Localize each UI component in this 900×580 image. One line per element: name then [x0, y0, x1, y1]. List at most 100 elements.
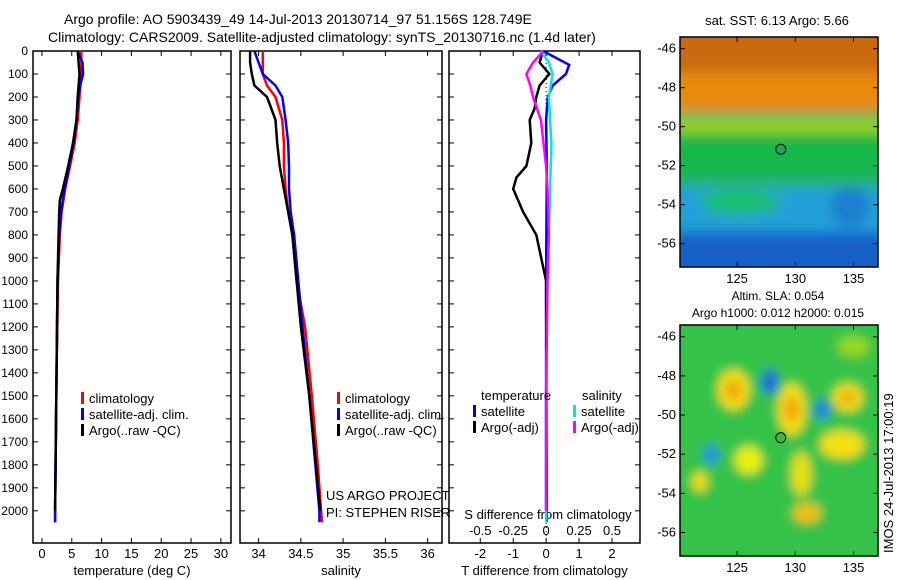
lon-tick-label: 125	[726, 271, 748, 286]
lat-tick-label: -46	[657, 329, 676, 344]
x-tick-label: 20	[154, 546, 168, 561]
salinity-profile: 34 34.5 35 35.5 36 salinity climatologysatelli…	[239, 50, 445, 578]
x-tick-label: 5	[68, 546, 75, 561]
anomaly-blob	[784, 396, 799, 423]
x-tick-label: 34	[251, 546, 265, 561]
s-tick-label: -0.5	[469, 523, 491, 538]
s-tick-label: -0.25	[498, 523, 528, 538]
y-tick-label: 0	[21, 44, 28, 58]
legend-label: climatology	[345, 391, 411, 406]
anomaly-blob	[791, 451, 812, 496]
legend-label: climatology	[89, 391, 155, 406]
legend-swatch	[573, 421, 576, 433]
anomaly-blob	[792, 502, 821, 523]
map-title: sat. SST: 6.13 Argo: 5.66	[705, 13, 849, 28]
legend-label: satellite	[581, 404, 625, 419]
temperature-profile: 0 5 10 15 20 25 30 temperature (deg C) 0 100 200 30…	[1, 44, 232, 578]
series-argo-raw-qc-	[53, 50, 81, 511]
anomaly-blob	[691, 471, 708, 492]
anomaly-blob	[819, 430, 864, 459]
y-tick-label: 1800	[1, 458, 28, 472]
y-tick-label: 1900	[1, 481, 28, 495]
sla-map: 125 130 135 -46 -48 -50 -52 -54 -56 Altim. SLA: 0…	[657, 289, 879, 575]
lon-tick-label: 130	[784, 271, 806, 286]
legend-swatch	[337, 392, 340, 404]
map-subtitle: Argo h1000: 0.012 h2000: 0.015	[692, 306, 864, 320]
x-tick-label: 15	[124, 546, 138, 561]
legend-header-temperature: temperature	[481, 388, 551, 403]
y-tick-label: 1400	[1, 366, 28, 380]
cold-band	[680, 232, 878, 267]
anomaly-blob	[814, 399, 831, 420]
legend-label: Argo(..raw -QC)	[89, 423, 181, 438]
map-frame	[679, 36, 879, 268]
x-axis-label: temperature (deg C)	[73, 563, 190, 578]
legend-swatch	[81, 392, 84, 404]
y-tick-label: 1300	[1, 343, 28, 357]
x-tick-label: 1	[575, 546, 582, 561]
lon-tick-label: 130	[784, 560, 806, 575]
legend-label: satellite	[481, 404, 525, 419]
x-tick-label: -2	[475, 546, 487, 561]
y-tick-label: 800	[8, 228, 28, 242]
s-axis-label: S difference from climatology	[464, 507, 632, 522]
patch	[700, 190, 780, 214]
x-tick-label: 0	[38, 546, 45, 561]
y-tick-label: 400	[8, 136, 28, 150]
x-tick-label: 10	[94, 546, 108, 561]
y-tick-label: 100	[8, 67, 28, 81]
x-axis-label: T difference from climatology	[461, 563, 628, 578]
legend-swatch	[81, 424, 84, 436]
y-tick-label: 1700	[1, 435, 28, 449]
y-tick-label: 200	[8, 90, 28, 104]
argo-float-marker	[775, 432, 787, 444]
lat-tick-label: -48	[657, 368, 676, 383]
series-temperature-argo-adj-	[511, 50, 552, 511]
lat-tick-label: -52	[657, 446, 676, 461]
lat-tick-label: -50	[657, 119, 676, 134]
warm-core	[680, 37, 878, 72]
y-tick-label: 900	[8, 251, 28, 265]
anomaly-blob	[760, 368, 779, 395]
series-salinity-argo-adj-	[525, 50, 551, 511]
y-tick-label: 1000	[1, 274, 28, 288]
legend-swatch	[337, 424, 340, 436]
lon-tick-label: 125	[726, 560, 748, 575]
anomaly-blob	[840, 390, 855, 405]
anomaly-blob	[837, 336, 870, 357]
lat-tick-label: -52	[657, 158, 676, 173]
legend-swatch	[337, 408, 340, 420]
x-tick-label: 0	[543, 546, 550, 561]
s-tick-label: 0	[543, 523, 550, 538]
credit-pi: PI: STEPHEN RISER	[326, 505, 451, 520]
lat-tick-label: -50	[657, 407, 676, 422]
argo-float-marker	[775, 143, 787, 155]
x-tick-label: 34.5	[288, 546, 313, 561]
x-tick-label: -1	[507, 546, 519, 561]
legend-label: Argo(..raw -QC)	[345, 423, 437, 438]
timestamp: IMOS 24-Jul-2013 17:00:19	[881, 393, 896, 553]
legend-label: satellite-adj. clim.	[345, 407, 445, 422]
y-tick-label: 1600	[1, 412, 28, 426]
plot-frame	[448, 50, 641, 544]
x-tick-label: 25	[184, 546, 198, 561]
lon-tick-label: 135	[843, 271, 865, 286]
legend-swatch	[473, 421, 476, 433]
anomaly-blob	[734, 446, 763, 475]
y-tick-label: 1100	[2, 297, 28, 311]
x-tick-label: 2	[608, 546, 615, 561]
legend-swatch	[573, 405, 576, 417]
patch	[830, 187, 870, 227]
lat-tick-label: -56	[657, 525, 676, 540]
legend-header-salinity: salinity	[582, 388, 622, 403]
map-frame	[679, 324, 879, 557]
plot-frame	[32, 50, 232, 544]
s-tick-label: 0.25	[566, 523, 591, 538]
legend-swatch	[81, 408, 84, 420]
front	[680, 119, 878, 133]
figure-title-line1: Argo profile: AO 5903439_49 14-Jul-2013 …	[64, 11, 532, 27]
map-title: Altim. SLA: 0.054	[732, 289, 825, 303]
sst-map: 125 130 135 -46 -48 -50 -52 -54 -56 sat. SST: 6.1…	[657, 13, 879, 286]
